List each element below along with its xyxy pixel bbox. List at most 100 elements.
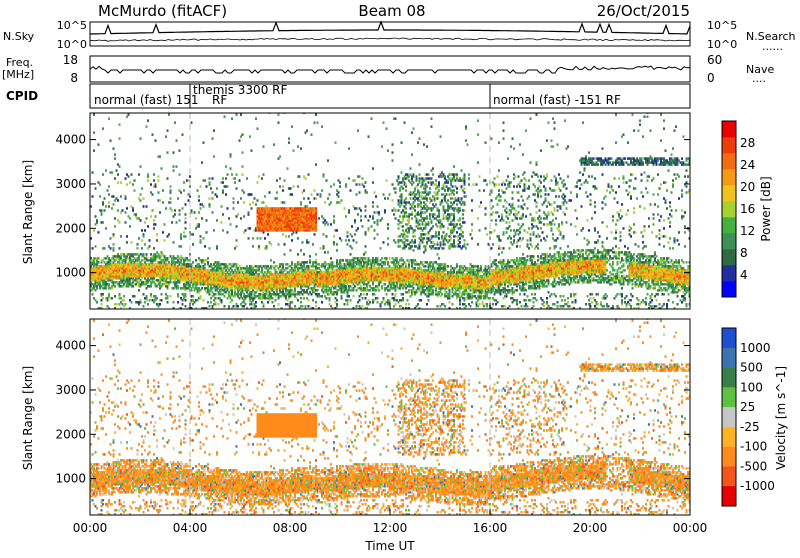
power-cell [192, 279, 194, 282]
power-cell [336, 261, 338, 264]
power-cell [216, 279, 218, 282]
power-cell [421, 211, 424, 214]
power-cell [402, 209, 404, 212]
power-cell [93, 287, 95, 290]
power-cell [432, 275, 434, 278]
power-cell [256, 283, 259, 286]
power-cell [340, 287, 343, 290]
power-cell [301, 221, 304, 224]
power-cell [111, 269, 113, 272]
power-cell [130, 265, 133, 268]
power-cell [414, 199, 416, 202]
power-cell [175, 283, 178, 286]
power-cell [237, 281, 239, 284]
power-cell [283, 283, 286, 286]
power-cell [192, 267, 194, 270]
power-cell [418, 299, 421, 302]
power-cell [280, 201, 283, 204]
power-cell [427, 289, 430, 292]
power-cell [372, 293, 374, 296]
power-cell [223, 263, 226, 266]
power-cell [145, 263, 148, 266]
power-cell [423, 179, 425, 182]
power-cell [352, 273, 355, 276]
power-cell [118, 247, 121, 250]
power-cell [400, 185, 403, 188]
power-cell [435, 273, 437, 276]
power-cell [300, 273, 302, 276]
power-cell [162, 263, 164, 266]
power-cell [397, 279, 400, 282]
power-cell [111, 277, 113, 280]
power-cell [364, 257, 367, 260]
power-cell [106, 297, 109, 300]
power-cell [238, 179, 241, 182]
power-cell [117, 209, 119, 212]
power-cell [180, 277, 182, 280]
power-cell [99, 267, 101, 270]
power-cell [117, 199, 119, 202]
power-cell [159, 269, 161, 272]
power-cell [400, 199, 403, 202]
power-cell [402, 241, 404, 244]
power-cell [438, 221, 440, 224]
power-cell [196, 281, 199, 284]
power-cell [307, 211, 310, 214]
power-cell [382, 283, 385, 286]
power-cell [337, 267, 340, 270]
power-cell [322, 279, 325, 282]
power-cell [280, 221, 283, 224]
power-cell [100, 271, 103, 274]
power-cell [363, 287, 365, 290]
power-cell [231, 279, 233, 282]
power-cell [423, 251, 425, 254]
power-cell [174, 281, 176, 284]
power-cell [354, 273, 356, 276]
power-cell [271, 211, 274, 214]
power-cell [222, 275, 224, 278]
power-cell [106, 189, 109, 192]
power-cell [310, 215, 313, 218]
power-cell [258, 219, 260, 222]
power-cell [376, 233, 379, 236]
power-cell [162, 267, 164, 270]
power-cell [283, 243, 286, 246]
power-cell [96, 257, 98, 260]
power-cell [349, 273, 352, 276]
power-cell [196, 283, 199, 286]
power-cell [294, 291, 296, 294]
power-cell [187, 193, 190, 196]
power-cell [277, 225, 280, 228]
power-cell [306, 281, 308, 284]
power-cell [378, 273, 380, 276]
power-cell [336, 249, 338, 252]
power-cell [408, 261, 410, 264]
power-cell [409, 295, 412, 298]
power-cell [391, 277, 394, 280]
power-cell [102, 287, 104, 290]
power-cell [199, 283, 202, 286]
power-cell [435, 277, 437, 280]
freq-left-tick-bottom: 8 [70, 71, 78, 85]
power-cell [154, 269, 157, 272]
power-cell [309, 271, 311, 274]
power-cell [300, 203, 302, 206]
power-cell [246, 275, 248, 278]
power-cell [366, 261, 368, 264]
power-cell [436, 277, 439, 280]
power-cell [336, 229, 338, 232]
power-cell [228, 275, 230, 278]
power-cell [420, 275, 422, 278]
power-cell [184, 287, 187, 290]
power-cell [172, 261, 175, 264]
power-cell [402, 215, 404, 218]
power-cell [256, 219, 259, 222]
power-cell [399, 305, 401, 308]
power-cell [277, 283, 280, 286]
power-cell [187, 267, 190, 270]
power-cell [423, 143, 425, 146]
power-cell [184, 299, 187, 302]
power-cell [279, 211, 281, 214]
power-cell [346, 273, 349, 276]
power-cell [193, 267, 196, 270]
